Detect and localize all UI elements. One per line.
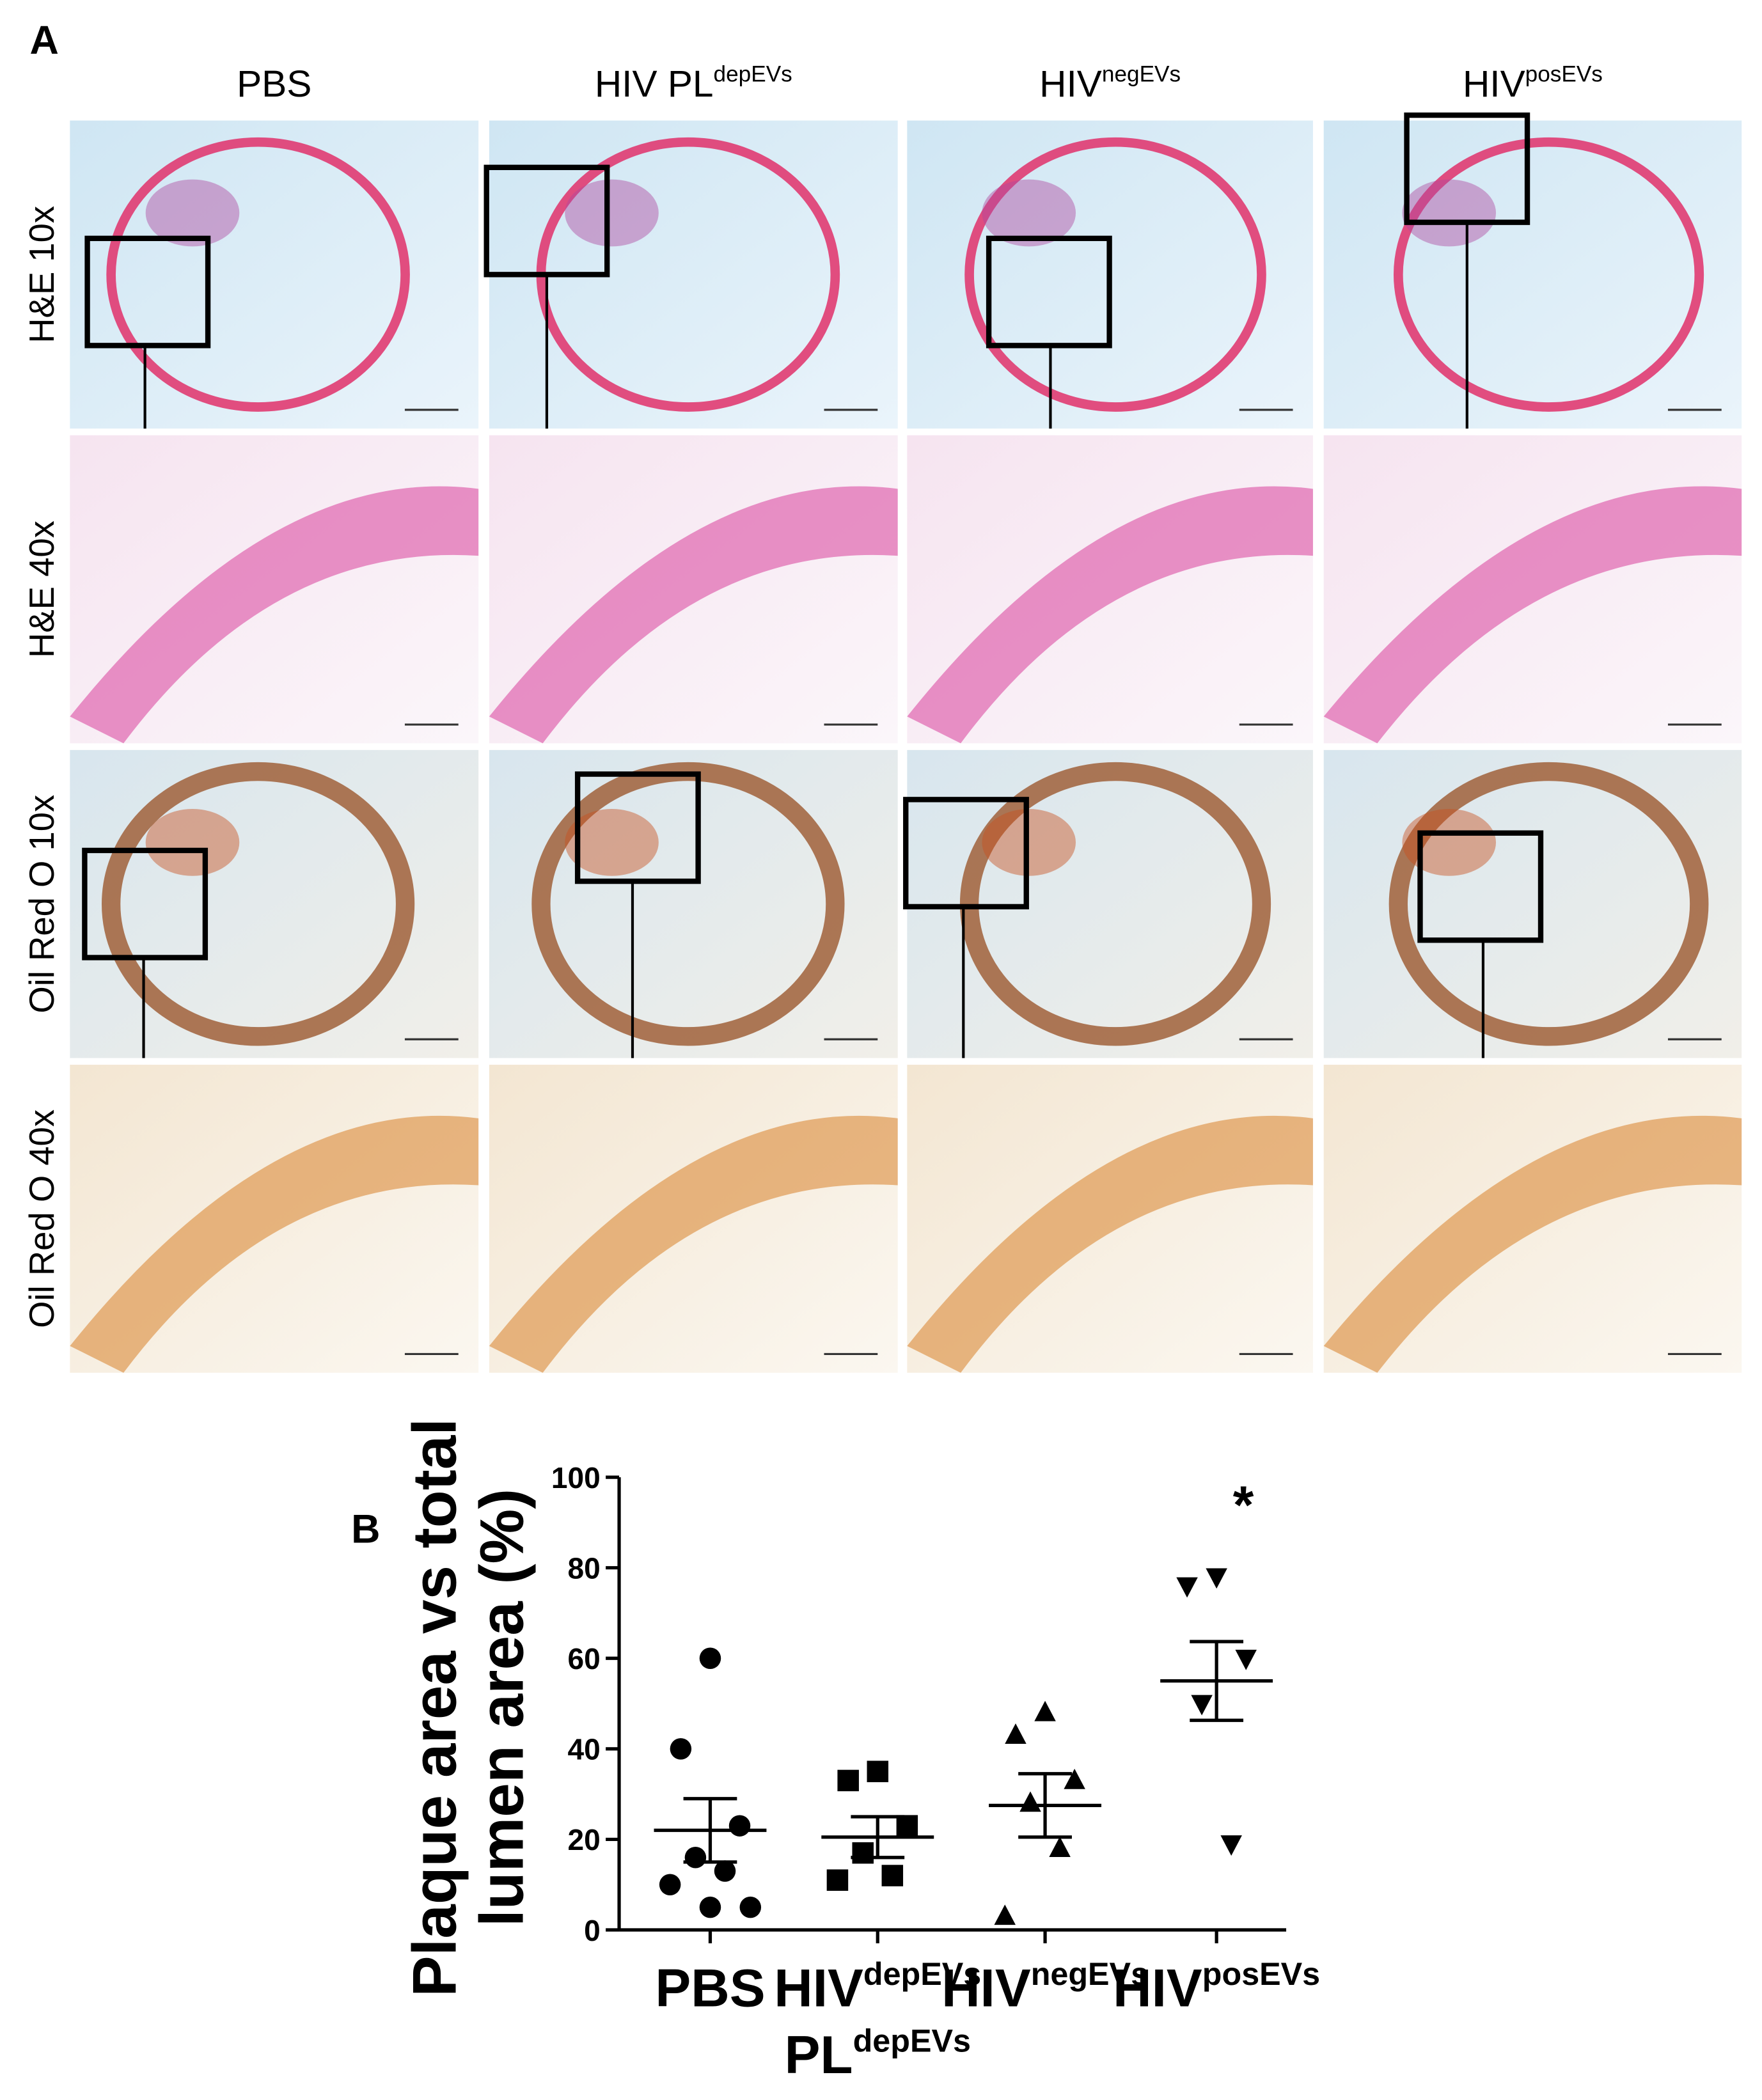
data-point [1220, 1835, 1242, 1856]
column-header-sup: posEVs [1525, 61, 1603, 86]
data-point [699, 1647, 721, 1670]
inset-box [1417, 830, 1544, 943]
panel-label: A [30, 18, 59, 63]
data-point [1005, 1723, 1027, 1744]
column-header-main: HIV PL [595, 63, 714, 105]
x-tick-label-sup: posEVs [1202, 1956, 1320, 1992]
data-point [896, 1815, 918, 1837]
data-point [699, 1896, 721, 1918]
y-tick-label: 100 [551, 1461, 601, 1494]
inset-box [574, 771, 701, 884]
micrograph [70, 120, 479, 429]
data-point [881, 1865, 904, 1886]
data-point [1019, 1791, 1041, 1812]
data-point [739, 1896, 762, 1918]
x-tick-label: HIVnegEVs [941, 1956, 1149, 2018]
column-header: HIV PLdepEVs [595, 61, 792, 104]
column-header-sup: negEVs [1102, 61, 1181, 86]
row-label: H&E 10x [22, 206, 61, 343]
column-header: HIVnegEVs [1039, 61, 1181, 104]
x-tick-label-main: PL [785, 2025, 853, 2085]
data-point [684, 1846, 707, 1869]
row-label: Oil Red O 40x [22, 1109, 61, 1328]
y-tick-label: 0 [584, 1914, 601, 1947]
x-tick-label-sup: negEVs [1031, 1956, 1149, 1992]
x-tick-label-main: HIV [774, 1957, 863, 2018]
panel-label: B [351, 1507, 380, 1552]
column-header-main: HIV [1463, 63, 1525, 105]
micrograph [1323, 120, 1742, 429]
tissue-band [70, 486, 479, 744]
y-axis-label: lumen area (%) [468, 1489, 536, 1927]
column-header: HIVposEVs [1463, 61, 1603, 104]
x-tick-label: PBS [655, 1957, 765, 2018]
data-point [714, 1860, 736, 1882]
tissue [565, 809, 659, 876]
data-point [670, 1738, 692, 1760]
vessel-wall [1388, 762, 1709, 1046]
tissue-band [1323, 486, 1742, 744]
row-label: Oil Red O 10x [22, 795, 61, 1014]
vessel-wall [1393, 137, 1704, 412]
tissue-band [489, 486, 898, 744]
data-point [659, 1874, 681, 1895]
data-point [826, 1869, 849, 1891]
inset-box [903, 797, 1029, 910]
column-header: PBS [237, 63, 311, 105]
column-header-main: HIV [1039, 63, 1102, 105]
y-tick-label: 80 [567, 1551, 600, 1585]
x-tick-label-main: PBS [655, 1957, 765, 2018]
x-tick-label-main: HIV [1113, 1957, 1202, 2018]
x-tick-label: PLdepEVs [785, 2023, 971, 2085]
vessel-wall [101, 762, 415, 1046]
micrograph [70, 749, 479, 1058]
row-label: H&E 40x [22, 521, 61, 658]
x-tick-label-main: HIV [941, 1957, 1031, 2018]
tissue [1402, 809, 1497, 876]
tissue [982, 179, 1076, 247]
tissue-band [1323, 1115, 1742, 1373]
tissue-band [907, 486, 1313, 744]
tissue-band [907, 1115, 1313, 1373]
tissue-band [70, 1115, 479, 1373]
data-point [852, 1842, 874, 1864]
tissue [145, 179, 240, 247]
column-header-main: PBS [237, 63, 311, 105]
data-point [994, 1904, 1016, 1925]
data-point [1176, 1577, 1198, 1598]
data-point [837, 1769, 859, 1792]
data-point [1235, 1649, 1257, 1670]
tissue-band [489, 1115, 898, 1373]
data-point [1064, 1768, 1085, 1789]
y-tick-label: 60 [567, 1642, 600, 1675]
vessel-wall [106, 137, 410, 412]
vessel-wall [964, 137, 1266, 412]
data-point [1206, 1568, 1227, 1589]
y-tick-label: 40 [567, 1733, 600, 1766]
tissue [1402, 179, 1497, 247]
vessel-wall [959, 762, 1271, 1046]
data-point [1034, 1700, 1056, 1721]
tissue [145, 809, 240, 876]
data-point [728, 1815, 751, 1837]
data-point [867, 1760, 889, 1783]
y-tick-label: 20 [567, 1823, 600, 1856]
x-tick-label-sup: depEVs [863, 1956, 981, 1992]
x-tick-label: HIVposEVs [1113, 1956, 1320, 2018]
micrograph [1323, 749, 1742, 1058]
annotation: * [1233, 1475, 1254, 1535]
x-tick-label-sup: depEVs [853, 2023, 971, 2059]
inset-box [84, 235, 211, 349]
data-point [1191, 1695, 1213, 1716]
tissue [565, 179, 659, 247]
y-axis-label: Plaque area vs total [401, 1418, 469, 1997]
column-header-sup: depEVs [714, 61, 792, 86]
data-point [1049, 1837, 1071, 1857]
x-tick-label: HIVdepEVs [774, 1956, 981, 2018]
